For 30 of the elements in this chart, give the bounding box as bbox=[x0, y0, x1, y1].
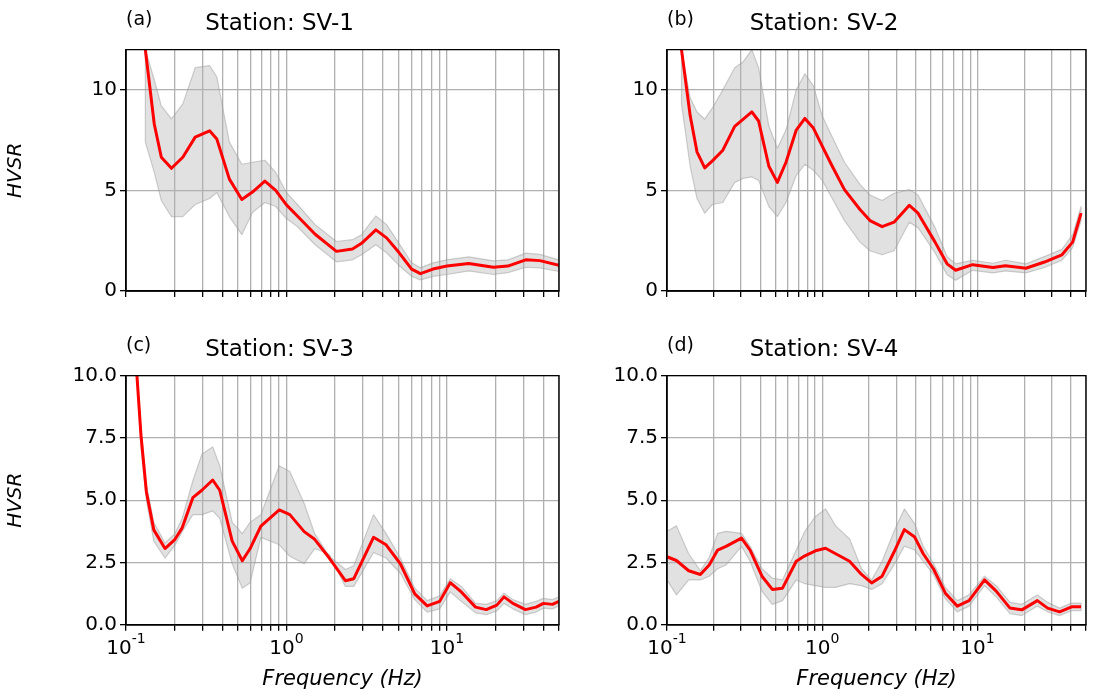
y-tick-label: 5 bbox=[104, 176, 117, 201]
chart-title: Station: SV-1 bbox=[205, 8, 354, 35]
chart-title: Station: SV-4 bbox=[749, 334, 899, 361]
chart-title: Station: SV-3 bbox=[205, 334, 354, 361]
x-tick-label: 10$^{0}$ bbox=[805, 629, 840, 659]
y-tick-label: 0 bbox=[645, 277, 658, 302]
y-tick-label: 10.0 bbox=[613, 361, 658, 386]
y-tick-label: 5 bbox=[645, 176, 658, 201]
x-tick-label: 10$^{0}$ bbox=[269, 629, 304, 659]
text: (a) bbox=[126, 6, 153, 29]
y-tick-label: 10.0 bbox=[72, 361, 117, 386]
y-tick-label: 10 bbox=[91, 76, 117, 101]
y-tick-label: 7.5 bbox=[85, 424, 117, 449]
y-axis-title: HVSR bbox=[2, 142, 27, 198]
x-tick-label: 10$^{1}$ bbox=[429, 629, 465, 659]
y-tick-label: 5.0 bbox=[626, 486, 658, 511]
text: (c) bbox=[126, 332, 152, 355]
x-tick-label: 10$^{1}$ bbox=[960, 629, 995, 659]
y-tick-label: 7.5 bbox=[626, 424, 658, 449]
y-axis-title: HVSR bbox=[2, 472, 27, 528]
text: (b) bbox=[667, 6, 694, 29]
x-axis-title: Frequency (Hz) bbox=[262, 665, 423, 690]
chart-title: Station: SV-2 bbox=[749, 8, 899, 35]
x-axis-title: Frequency (Hz) bbox=[796, 665, 957, 690]
y-tick-label: 5.0 bbox=[85, 486, 117, 511]
y-tick-label: 10 bbox=[632, 76, 658, 101]
y-tick-label: 2.5 bbox=[626, 548, 658, 573]
y-tick-label: 2.5 bbox=[85, 548, 117, 573]
text: (d) bbox=[667, 332, 694, 355]
y-tick-label: 0 bbox=[104, 277, 117, 302]
